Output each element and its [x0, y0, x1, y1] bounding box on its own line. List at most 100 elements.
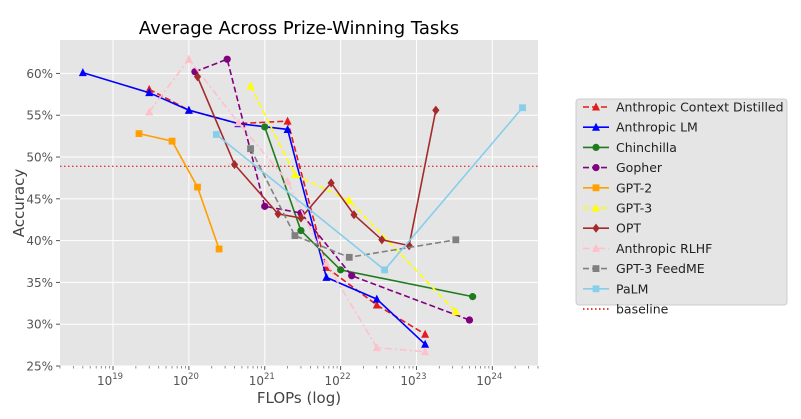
data-point-anthropic-rlhf	[322, 258, 331, 267]
legend-swatch-marker	[592, 184, 600, 192]
x-tick-label: 1022	[325, 372, 351, 388]
x-tick-label: 1020	[173, 372, 199, 388]
y-axis: 25% 30% 35% 40% 45% 50% 55% 60%	[26, 67, 60, 374]
data-point-anthropic-lm	[421, 339, 430, 348]
legend-label: baseline	[616, 302, 669, 317]
data-point-palm	[381, 266, 388, 274]
data-point-anthropic-rlhf	[145, 107, 154, 116]
data-point-chinchilla	[469, 293, 477, 301]
legend-item-gpt-2: GPT-2	[583, 180, 652, 195]
legend-swatch-marker	[592, 143, 600, 151]
x-tick-label: 1024	[476, 372, 502, 388]
series-line-gopher	[194, 58, 470, 321]
series-palm	[212, 104, 526, 274]
series-gpt-2	[135, 130, 223, 253]
y-tick-label: 30%	[26, 318, 53, 332]
x-tick-label: 1023	[400, 372, 426, 388]
data-point-gpt-2	[168, 137, 176, 145]
data-point-palm	[519, 104, 526, 112]
legend-swatch-marker	[592, 203, 600, 212]
data-point-opt	[350, 210, 358, 220]
data-point-gopher	[261, 202, 269, 210]
x-tick-label: 1019	[97, 372, 123, 388]
data-point-anthropic-rlhf	[283, 176, 292, 185]
data-point-gopher	[223, 55, 231, 63]
data-point-gpt-3-feedme	[452, 236, 460, 244]
legend-swatch-marker	[592, 122, 600, 131]
legend-item-anthropic-rlhf: Anthropic RLHF	[583, 241, 712, 256]
legend-swatch-marker	[592, 243, 600, 252]
series-gpt-3	[246, 81, 460, 316]
data-point-opt	[297, 213, 305, 223]
legend-label: Gopher	[616, 160, 663, 175]
data-point-gpt-3	[451, 307, 460, 316]
data-point-gpt-3-feedme	[247, 145, 254, 153]
legend-item-opt: OPT	[583, 221, 641, 236]
data-point-anthropic-lm	[184, 105, 193, 114]
data-point-opt	[193, 72, 202, 82]
data-point-gpt-2	[135, 130, 143, 138]
data-point-gpt-3-feedme	[291, 232, 299, 239]
y-tick-label: 25%	[26, 360, 53, 374]
series-anthropic-rlhf	[145, 54, 430, 356]
data-point-chinchilla	[337, 266, 345, 274]
data-point-gpt-2	[215, 245, 223, 253]
legend-item-gopher: Gopher	[583, 160, 663, 175]
data-point-anthropic-context-distilled	[283, 116, 292, 125]
data-point-chinchilla	[261, 123, 269, 131]
data-point-gpt-3	[246, 81, 255, 90]
series-line-gpt-2	[138, 132, 220, 250]
data-point-gpt-2	[194, 183, 201, 191]
data-point-opt	[432, 105, 440, 115]
legend-item-anthropic-lm: Anthropic LM	[583, 120, 698, 135]
data-point-anthropic-rlhf	[421, 347, 430, 356]
legend-swatch-marker	[592, 265, 600, 272]
legend-item-anthropic-context-distilled: Anthropic Context Distilled	[583, 100, 784, 115]
series-line-gpt-3	[249, 85, 457, 313]
legend-label: Chinchilla	[616, 140, 677, 155]
legend-box	[575, 98, 788, 306]
legend-label: GPT-3 FeedME	[616, 261, 705, 276]
data-point-anthropic-rlhf	[234, 118, 243, 127]
legend-swatch-marker	[592, 285, 600, 293]
data-point-anthropic-lm	[145, 88, 154, 97]
plot-background	[60, 40, 538, 366]
chart-title: Average Across Prize-Winning Tasks	[139, 18, 459, 39]
legend-label: GPT-3	[616, 201, 652, 216]
legend-swatch-marker	[592, 102, 600, 111]
legend: Anthropic Context Distilled Anthropic LM C…	[575, 98, 788, 317]
data-point-gpt-3	[290, 170, 299, 179]
legend-item-chinchilla: Chinchilla	[583, 140, 677, 155]
data-point-opt	[327, 178, 335, 188]
data-point-anthropic-lm	[283, 124, 292, 133]
data-point-gopher	[465, 316, 474, 324]
legend-label: PaLM	[616, 281, 648, 296]
data-point-anthropic-rlhf	[184, 54, 193, 63]
series-line-chinchilla	[263, 126, 473, 298]
y-tick-label: 40%	[26, 234, 53, 248]
data-point-gpt-3-feedme	[345, 253, 353, 261]
series-chinchilla	[261, 123, 477, 301]
data-point-anthropic-context-distilled	[421, 329, 430, 338]
data-point-anthropic-rlhf	[372, 343, 381, 352]
series-layer	[78, 54, 526, 356]
data-point-opt	[378, 235, 386, 245]
data-point-palm	[212, 131, 220, 138]
data-point-opt	[230, 159, 239, 170]
data-point-anthropic-lm	[372, 294, 381, 303]
y-tick-label: 35%	[26, 276, 53, 290]
y-axis-label: Accuracy	[10, 169, 28, 238]
legend-label: OPT	[616, 221, 641, 236]
x-axis-label: FLOPs (log)	[257, 389, 341, 407]
data-point-anthropic-lm	[322, 272, 331, 281]
data-point-chinchilla	[297, 226, 305, 235]
legend-item-baseline: baseline	[583, 302, 669, 317]
x-axis: 1019 1020 1021 1022 1023 1024	[59, 366, 539, 388]
legend-label: GPT-2	[616, 180, 652, 195]
legend-label: Anthropic LM	[616, 120, 698, 135]
gridlines	[60, 40, 538, 367]
legend-swatch-marker	[592, 223, 600, 233]
data-point-gpt-3	[345, 195, 354, 204]
legend-label: Anthropic RLHF	[616, 241, 712, 256]
